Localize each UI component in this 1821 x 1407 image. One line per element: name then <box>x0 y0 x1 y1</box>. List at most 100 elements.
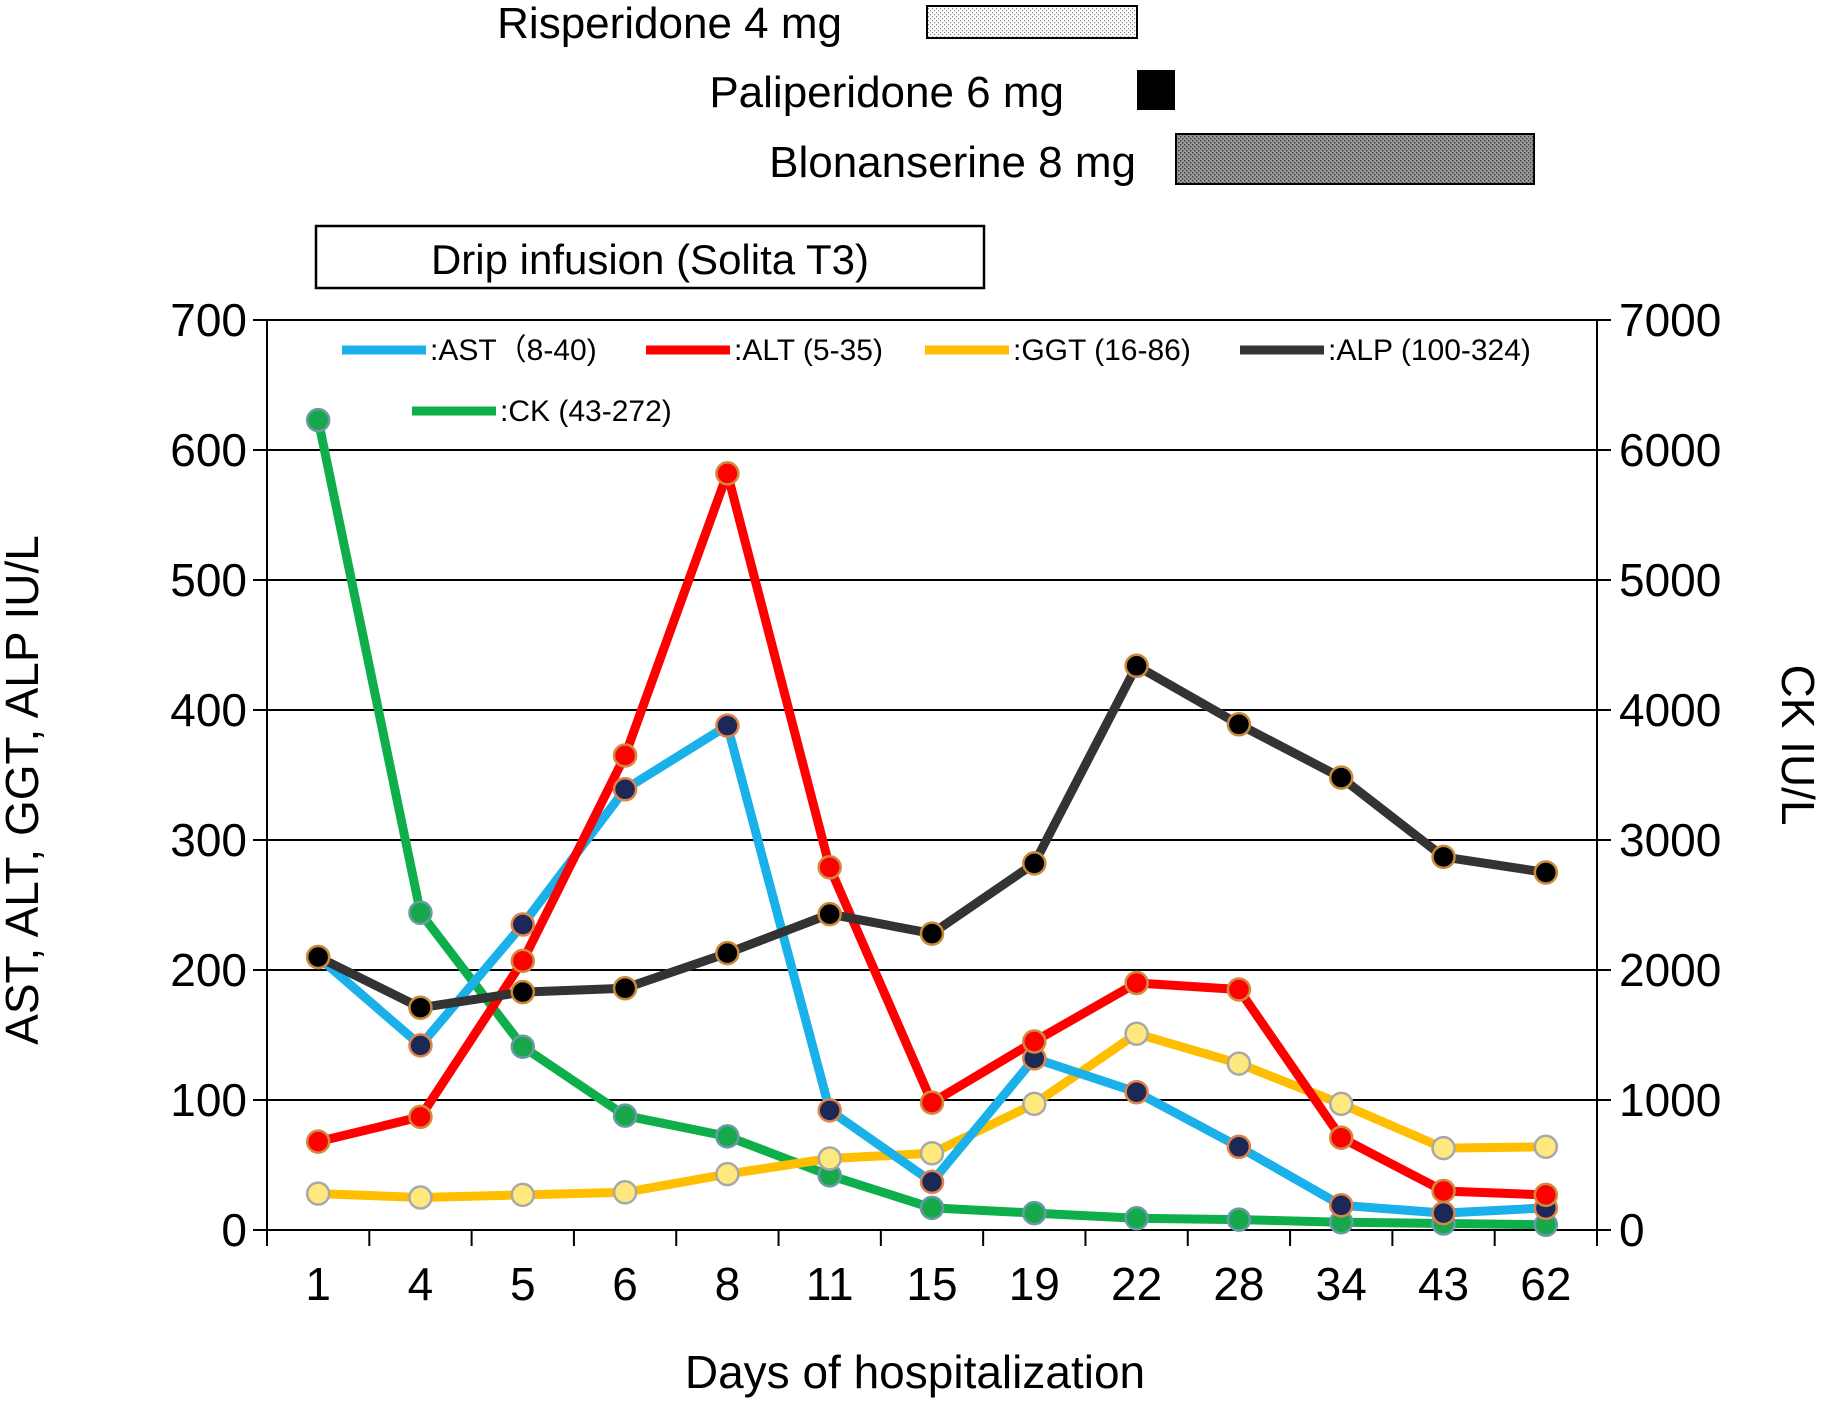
x-tick-label: 28 <box>1213 1258 1264 1310</box>
grid-layer <box>267 319 1597 1101</box>
series-line-alp <box>313 661 1551 1013</box>
treatment-label-drip-infusion: Drip infusion (Solita T3) <box>431 236 869 283</box>
data-point-ggt <box>919 1141 945 1166</box>
data-point-ggt <box>817 1146 842 1171</box>
data-point-ck <box>305 407 331 433</box>
data-point-alp <box>1431 844 1456 870</box>
legend-label-alt: :ALT (5-35) <box>734 334 883 367</box>
data-point-ast <box>919 1169 945 1195</box>
data-point-alt <box>1226 977 1252 1002</box>
data-point-alp <box>1124 653 1149 679</box>
data-point-alt <box>510 948 536 974</box>
data-point-ast <box>510 912 536 937</box>
x-tick-label: 22 <box>1111 1258 1162 1310</box>
data-point-ast <box>408 1033 433 1058</box>
data-point-alp <box>919 921 945 946</box>
x-tick-label: 8 <box>715 1258 741 1310</box>
x-tick-label: 4 <box>408 1258 434 1310</box>
x-tick-label: 19 <box>1009 1258 1060 1310</box>
data-point-alt <box>1328 1125 1354 1150</box>
data-point-alp <box>1533 860 1559 885</box>
y-left-tick-label: 500 <box>170 554 247 606</box>
data-point-alt <box>612 743 638 768</box>
tick-label-layer: 0100200300400500600700010002000300040005… <box>170 294 1721 1310</box>
legend-label-ast: :AST（8-40) <box>430 334 597 367</box>
data-point-ggt <box>408 1185 433 1210</box>
y-right-tick-label: 7000 <box>1619 294 1721 346</box>
data-point-alt <box>305 1129 331 1154</box>
y-right-tick-label: 2000 <box>1619 944 1721 996</box>
legend-label-alp: :ALP (100-324) <box>1328 334 1531 367</box>
legend-label-ck: :CK (43-272) <box>500 395 672 428</box>
y-right-tick-label: 6000 <box>1619 424 1721 476</box>
legend: :AST（8-40) :ALT (5-35) :GGT (16-86) :ALP (1… <box>342 334 1531 428</box>
data-point-ck <box>919 1195 945 1221</box>
data-point-ast <box>1124 1079 1149 1105</box>
y-left-tick-label: 700 <box>170 294 247 346</box>
data-point-ck <box>1226 1207 1252 1232</box>
data-point-ck <box>1022 1200 1047 1226</box>
y-right-tick-label: 5000 <box>1619 554 1721 606</box>
y-left-tick-label: 300 <box>170 814 247 866</box>
x-tick-label: 62 <box>1520 1258 1571 1310</box>
data-point-alp <box>510 979 536 1005</box>
x-tick-label: 43 <box>1418 1258 1469 1310</box>
y-right-tick-label: 1000 <box>1619 1074 1721 1126</box>
y-left-tick-label: 100 <box>170 1074 247 1126</box>
treatment-bar-blonanserine <box>1175 133 1535 185</box>
treatment-box-drip-infusion <box>314 224 986 290</box>
data-point-alp <box>612 975 638 1001</box>
x-tick-label: 15 <box>906 1258 957 1310</box>
data-point-ck <box>510 1034 536 1059</box>
data-point-ast <box>1328 1193 1354 1218</box>
treatment-label-blonanserine: Blonanserine 8 mg <box>769 138 1136 187</box>
data-point-alp <box>305 944 331 970</box>
y-left-tick-label: 0 <box>221 1204 247 1256</box>
data-point-alt <box>715 461 740 486</box>
x-tick-label: 11 <box>806 1258 854 1310</box>
data-point-ast <box>1226 1134 1252 1160</box>
data-point-ggt <box>1533 1134 1559 1160</box>
data-point-ast <box>612 777 638 802</box>
y-left-tick-label: 200 <box>170 944 247 996</box>
data-point-alp <box>1022 851 1047 876</box>
data-point-ggt <box>612 1180 638 1205</box>
data-point-alp <box>715 940 740 966</box>
data-point-ggt <box>305 1181 331 1206</box>
data-point-ggt <box>510 1182 536 1208</box>
data-point-alt <box>1022 1029 1047 1054</box>
data-point-ck <box>408 900 433 926</box>
marker-layer <box>305 407 1559 1238</box>
y-axis-left-title: AST, ALT, GGT, ALP IU/L <box>0 535 48 1045</box>
y-right-tick-label: 4000 <box>1619 684 1721 736</box>
data-point-alt <box>408 1104 433 1130</box>
data-point-alt <box>1533 1182 1559 1208</box>
data-point-ggt <box>1226 1051 1252 1076</box>
data-point-ck <box>715 1124 740 1149</box>
treatment-label-risperidone: Risperidone 4 mg <box>497 0 842 48</box>
data-point-ggt <box>1328 1091 1354 1117</box>
data-point-alp <box>1328 765 1354 790</box>
data-point-ggt <box>1022 1091 1047 1117</box>
data-point-alt <box>919 1090 945 1115</box>
legend-label-ggt: :GGT (16-86) <box>1013 334 1191 367</box>
y-left-tick-label: 400 <box>170 684 247 736</box>
data-point-alt <box>817 855 842 880</box>
data-point-alp <box>408 995 433 1020</box>
y-axis-right-title: CK IU/L <box>1772 664 1821 825</box>
x-tick-label: 5 <box>510 1258 536 1310</box>
x-tick-label: 6 <box>612 1258 638 1310</box>
y-left-tick-label: 600 <box>170 424 247 476</box>
data-point-ast <box>1431 1200 1456 1226</box>
data-point-ggt <box>1431 1135 1456 1161</box>
treatment-bar-risperidone <box>926 5 1138 39</box>
data-point-ggt <box>1124 1021 1149 1046</box>
x-tick-label: 1 <box>305 1258 331 1310</box>
data-point-alt <box>1124 970 1149 996</box>
data-point-ck <box>1124 1206 1149 1231</box>
data-point-alt <box>1431 1178 1456 1204</box>
treatment-label-paliperidone: Paliperidone 6 mg <box>709 68 1064 117</box>
y-right-tick-label: 0 <box>1619 1204 1645 1256</box>
